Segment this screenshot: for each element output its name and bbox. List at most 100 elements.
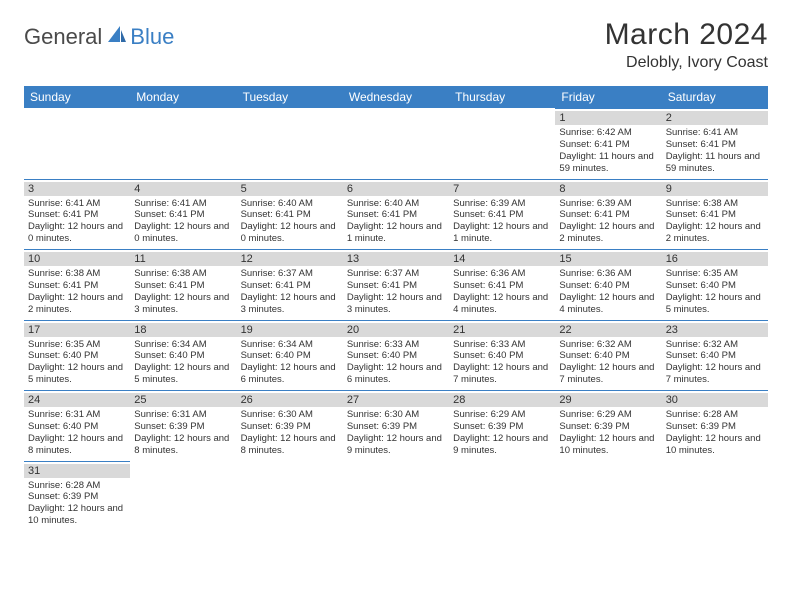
sunset-text: Sunset: 6:40 PM [28, 350, 126, 362]
day-details: Sunrise: 6:41 AMSunset: 6:41 PMDaylight:… [666, 127, 764, 175]
day-number: 19 [237, 323, 343, 337]
daylight-text: Daylight: 12 hours and 0 minutes. [134, 221, 232, 245]
sunrise-text: Sunrise: 6:29 AM [559, 409, 657, 421]
sunrise-text: Sunrise: 6:41 AM [134, 198, 232, 210]
day-number: 20 [343, 323, 449, 337]
day-number: 14 [449, 252, 555, 266]
sunrise-text: Sunrise: 6:34 AM [241, 339, 339, 351]
sunrise-text: Sunrise: 6:40 AM [347, 198, 445, 210]
daylight-text: Daylight: 12 hours and 6 minutes. [241, 362, 339, 386]
calendar-empty-cell [343, 461, 449, 532]
calendar-empty-cell [343, 108, 449, 179]
weekday-header: Friday [555, 86, 661, 108]
calendar-day-cell: 16Sunrise: 6:35 AMSunset: 6:40 PMDayligh… [662, 249, 768, 320]
day-number: 29 [555, 393, 661, 407]
day-details: Sunrise: 6:39 AMSunset: 6:41 PMDaylight:… [453, 198, 551, 246]
calendar-day-cell: 24Sunrise: 6:31 AMSunset: 6:40 PMDayligh… [24, 390, 130, 461]
day-details: Sunrise: 6:38 AMSunset: 6:41 PMDaylight:… [134, 268, 232, 316]
day-details: Sunrise: 6:33 AMSunset: 6:40 PMDaylight:… [453, 339, 551, 387]
calendar-day-cell: 29Sunrise: 6:29 AMSunset: 6:39 PMDayligh… [555, 390, 661, 461]
sunrise-text: Sunrise: 6:37 AM [347, 268, 445, 280]
sunset-text: Sunset: 6:41 PM [134, 280, 232, 292]
day-number: 9 [662, 182, 768, 196]
calendar-day-cell: 1Sunrise: 6:42 AMSunset: 6:41 PMDaylight… [555, 108, 661, 179]
calendar-empty-cell [449, 461, 555, 532]
daylight-text: Daylight: 12 hours and 7 minutes. [453, 362, 551, 386]
sunrise-text: Sunrise: 6:41 AM [666, 127, 764, 139]
calendar-day-cell: 21 Sunrise: 6:33 AMSunset: 6:40 PMDayligh… [449, 320, 555, 391]
day-number: 21 [449, 323, 555, 337]
calendar-day-cell: 23Sunrise: 6:32 AMSunset: 6:40 PMDayligh… [662, 320, 768, 391]
day-number: 5 [237, 182, 343, 196]
daylight-text: Daylight: 12 hours and 4 minutes. [453, 292, 551, 316]
calendar-header: SundayMondayTuesdayWednesdayThursdayFrid… [24, 86, 768, 108]
calendar-day-cell: 19 Sunrise: 6:34 AMSunset: 6:40 PMDayligh… [237, 320, 343, 391]
sunset-text: Sunset: 6:39 PM [347, 421, 445, 433]
day-details: Sunrise: 6:32 AMSunset: 6:40 PMDaylight:… [666, 339, 764, 387]
day-details: Sunrise: 6:28 AMSunset: 6:39 PMDaylight:… [28, 480, 126, 528]
sunset-text: Sunset: 6:41 PM [453, 209, 551, 221]
calendar-day-cell: 12Sunrise: 6:37 AMSunset: 6:41 PMDayligh… [237, 249, 343, 320]
calendar-day-cell: 18Sunrise: 6:34 AMSunset: 6:40 PMDayligh… [130, 320, 236, 391]
daylight-text: Daylight: 12 hours and 4 minutes. [559, 292, 657, 316]
day-number: 28 [449, 393, 555, 407]
sunrise-text: Sunrise: 6:36 AM [453, 268, 551, 280]
calendar-day-cell: 3Sunrise: 6:41 AMSunset: 6:41 PMDaylight… [24, 179, 130, 250]
daylight-text: Daylight: 12 hours and 3 minutes. [241, 292, 339, 316]
logo: General Blue [24, 24, 174, 50]
calendar-day-cell: 2Sunrise: 6:41 AMSunset: 6:41 PMDaylight… [662, 108, 768, 179]
daylight-text: Daylight: 12 hours and 9 minutes. [453, 433, 551, 457]
sunrise-text: Sunrise: 6:33 AM [347, 339, 445, 351]
daylight-text: Daylight: 12 hours and 5 minutes. [28, 362, 126, 386]
day-details: Sunrise: 6:28 AMSunset: 6:39 PMDaylight:… [666, 409, 764, 457]
sunset-text: Sunset: 6:41 PM [241, 209, 339, 221]
calendar-day-cell: 8Sunrise: 6:39 AMSunset: 6:41 PMDaylight… [555, 179, 661, 250]
day-number: 27 [343, 393, 449, 407]
daylight-text: Daylight: 12 hours and 7 minutes. [559, 362, 657, 386]
sunrise-text: Sunrise: 6:32 AM [666, 339, 764, 351]
daylight-text: Daylight: 12 hours and 5 minutes. [134, 362, 232, 386]
sunset-text: Sunset: 6:41 PM [559, 139, 657, 151]
sunset-text: Sunset: 6:40 PM [453, 350, 551, 362]
calendar-empty-cell [130, 461, 236, 532]
day-number: 8 [555, 182, 661, 196]
calendar-empty-cell [24, 108, 130, 179]
header-row: General Blue March 2024 Delobly, Ivory C… [24, 18, 768, 72]
sunset-text: Sunset: 6:40 PM [28, 421, 126, 433]
sunset-text: Sunset: 6:41 PM [666, 139, 764, 151]
day-details: Sunrise: 6:36 AMSunset: 6:40 PMDaylight:… [559, 268, 657, 316]
daylight-text: Daylight: 12 hours and 7 minutes. [666, 362, 764, 386]
day-details: Sunrise: 6:41 AMSunset: 6:41 PMDaylight:… [134, 198, 232, 246]
day-details: Sunrise: 6:34 AMSunset: 6:40 PMDaylight:… [134, 339, 232, 387]
sunrise-text: Sunrise: 6:30 AM [347, 409, 445, 421]
calendar-day-cell: 13Sunrise: 6:37 AMSunset: 6:41 PMDayligh… [343, 249, 449, 320]
daylight-text: Daylight: 11 hours and 59 minutes. [559, 151, 657, 175]
calendar-day-cell: 30Sunrise: 6:28 AMSunset: 6:39 PMDayligh… [662, 390, 768, 461]
sunset-text: Sunset: 6:40 PM [134, 350, 232, 362]
day-details: Sunrise: 6:38 AMSunset: 6:41 PMDaylight:… [666, 198, 764, 246]
day-details: Sunrise: 6:30 AMSunset: 6:39 PMDaylight:… [347, 409, 445, 457]
sunrise-text: Sunrise: 6:39 AM [453, 198, 551, 210]
day-details: Sunrise: 6:30 AMSunset: 6:39 PMDaylight:… [241, 409, 339, 457]
calendar-day-cell: 20Sunrise: 6:33 AMSunset: 6:40 PMDayligh… [343, 320, 449, 391]
day-details: Sunrise: 6:38 AMSunset: 6:41 PMDaylight:… [28, 268, 126, 316]
logo-sail-icon [106, 28, 128, 46]
calendar-day-cell: 14 Sunrise: 6:36 AMSunset: 6:41 PMDayligh… [449, 249, 555, 320]
day-details: Sunrise: 6:34 AMSunset: 6:40 PMDaylight:… [241, 339, 339, 387]
calendar-day-cell: 26Sunrise: 6:30 AMSunset: 6:39 PMDayligh… [237, 390, 343, 461]
daylight-text: Daylight: 12 hours and 2 minutes. [28, 292, 126, 316]
day-details: Sunrise: 6:42 AMSunset: 6:41 PMDaylight:… [559, 127, 657, 175]
day-number: 17 [24, 323, 130, 337]
weekday-header: Sunday [24, 86, 130, 108]
sunrise-text: Sunrise: 6:30 AM [241, 409, 339, 421]
daylight-text: Daylight: 12 hours and 8 minutes. [28, 433, 126, 457]
sunset-text: Sunset: 6:40 PM [347, 350, 445, 362]
sunset-text: Sunset: 6:41 PM [28, 280, 126, 292]
weekday-header: Tuesday [237, 86, 343, 108]
day-details: Sunrise: 6:36 AMSunset: 6:41 PMDaylight:… [453, 268, 551, 316]
logo-text-blue: Blue [130, 24, 174, 50]
calendar-day-cell: 5Sunrise: 6:40 AMSunset: 6:41 PMDaylight… [237, 179, 343, 250]
day-number: 6 [343, 182, 449, 196]
sunrise-text: Sunrise: 6:36 AM [559, 268, 657, 280]
day-details: Sunrise: 6:32 AMSunset: 6:40 PMDaylight:… [559, 339, 657, 387]
